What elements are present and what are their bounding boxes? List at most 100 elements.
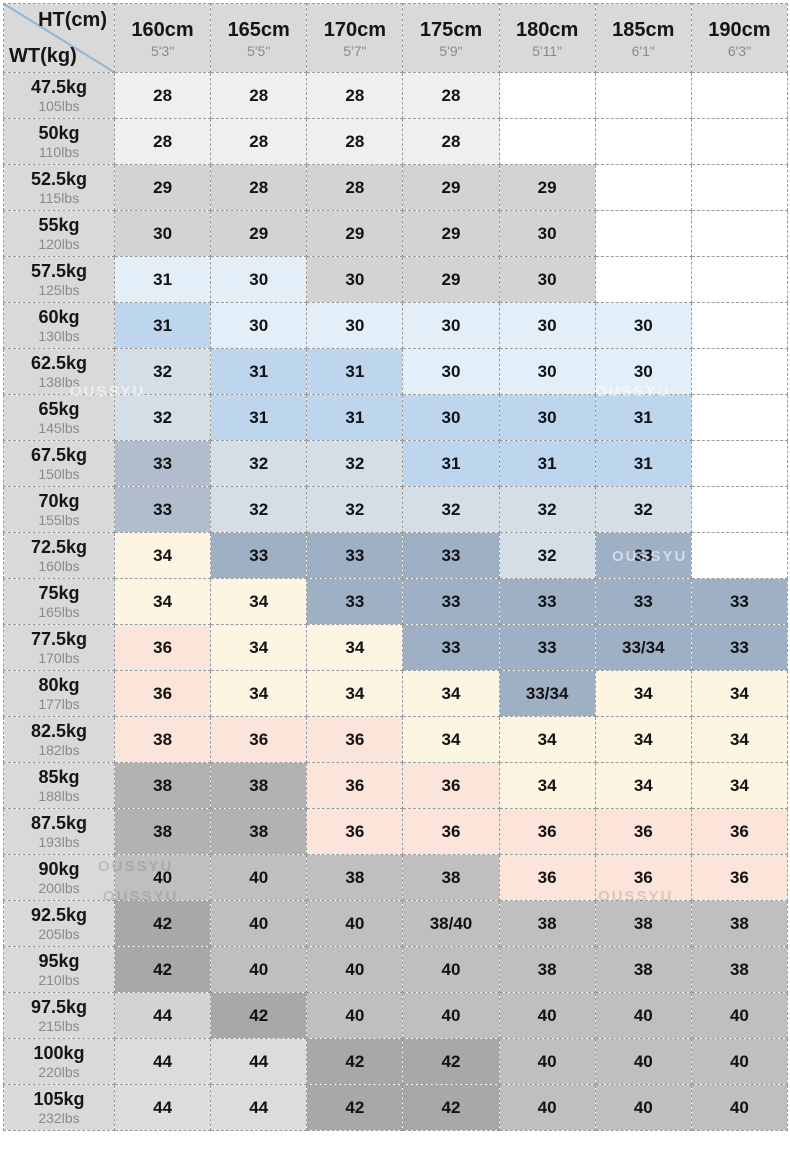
size-cell: 38 [498, 946, 596, 993]
size-cell: 32 [113, 394, 212, 441]
weight-lbs-label: 193lbs [38, 833, 80, 850]
size-cell: 33 [113, 486, 212, 533]
size-cell: 38 [113, 716, 212, 763]
size-cell: 40 [306, 992, 404, 1039]
weight-kg-label: 82.5kg [30, 720, 88, 741]
size-cell: 36 [402, 808, 500, 855]
height-cm-label: 185cm [612, 19, 675, 41]
weight-kg-label: 70kg [38, 490, 80, 511]
corner-cell: HT(cm) WT(kg) [3, 3, 115, 73]
weight-lbs-label: 138lbs [38, 373, 80, 390]
size-cell: 34 [113, 532, 212, 579]
height-ftin-label: 6'1" [631, 43, 655, 59]
size-cell: 44 [113, 1038, 212, 1085]
size-cell: 30 [210, 256, 308, 303]
row-header-52.5kg: 52.5kg 115lbs [3, 164, 115, 211]
weight-lbs-label: 105lbs [38, 97, 80, 114]
table-row: 90kg 200lbs 40 40 38 38 36 36 36 [3, 854, 789, 901]
size-cell: 31 [113, 302, 212, 349]
size-cell: 40 [690, 1038, 789, 1085]
empty-cell [690, 486, 789, 533]
size-cell: 36 [498, 808, 596, 855]
size-cell: 40 [306, 946, 404, 993]
size-cell: 38 [690, 900, 789, 947]
weight-kg-label: 100kg [33, 1042, 85, 1063]
size-cell: 40 [210, 854, 308, 901]
table-row: 70kg 155lbs 33 32 32 32 32 32 [3, 486, 789, 533]
size-cell: 28 [113, 118, 212, 165]
size-cell: 29 [210, 210, 308, 257]
row-header-65kg: 65kg 145lbs [3, 394, 115, 441]
size-cell: 40 [498, 1038, 596, 1085]
size-cell: 29 [402, 164, 500, 211]
size-cell: 42 [402, 1084, 500, 1131]
height-ftin-label: 5'11" [532, 43, 563, 59]
table-row: 105kg 232lbs 44 44 42 42 40 40 40 [3, 1084, 789, 1131]
weight-lbs-label: 177lbs [38, 695, 80, 712]
weight-kg-label: 105kg [33, 1088, 85, 1109]
weight-lbs-label: 110lbs [38, 143, 80, 160]
empty-cell [690, 440, 789, 487]
size-cell: 40 [594, 992, 692, 1039]
weight-lbs-label: 188lbs [38, 787, 80, 804]
size-cell: 28 [402, 72, 500, 119]
size-cell: 42 [402, 1038, 500, 1085]
height-cm-label: 180cm [515, 19, 579, 41]
size-cell: 28 [306, 118, 404, 165]
size-cell: 36 [594, 854, 692, 901]
size-cell: 34 [594, 716, 692, 763]
size-cell: 31 [594, 394, 692, 441]
weight-lbs-label: 205lbs [38, 925, 80, 942]
size-cell: 29 [402, 210, 500, 257]
weight-kg-label: 47.5kg [30, 76, 88, 97]
size-cell: 33 [690, 578, 789, 625]
table-row: 57.5kg 125lbs 31 30 30 29 30 [3, 256, 789, 303]
size-cell: 31 [210, 394, 308, 441]
weight-kg-label: 75kg [38, 582, 80, 603]
size-cell: 30 [306, 256, 404, 303]
size-cell: 34 [498, 762, 596, 809]
size-cell: 36 [306, 808, 404, 855]
size-cell: 28 [306, 164, 404, 211]
table-row: 50kg 110lbs 28 28 28 28 [3, 118, 789, 165]
weight-lbs-label: 150lbs [38, 465, 80, 482]
weight-lbs-label: 115lbs [38, 189, 80, 206]
size-cell: 31 [594, 440, 692, 487]
size-cell: 33 [210, 532, 308, 579]
row-header-60kg: 60kg 130lbs [3, 302, 115, 349]
size-cell: 29 [113, 164, 212, 211]
size-cell: 40 [210, 946, 308, 993]
size-cell: 42 [306, 1038, 404, 1085]
size-cell: 34 [113, 578, 212, 625]
size-cell: 34 [594, 762, 692, 809]
size-cell: 36 [306, 762, 404, 809]
size-cell: 28 [210, 72, 308, 119]
size-cell: 38 [594, 900, 692, 947]
empty-cell [594, 164, 692, 211]
size-cell: 33 [306, 578, 404, 625]
weight-kg-label: 60kg [38, 306, 80, 327]
table-row: 92.5kg 205lbs 42 40 40 38/40 38 38 38 [3, 900, 789, 947]
col-header-190cm: 190cm 6'3" [690, 3, 789, 73]
size-cell: 38 [498, 900, 596, 947]
weight-lbs-label: 232lbs [38, 1109, 80, 1126]
table-row: 85kg 188lbs 38 38 36 36 34 34 34 [3, 762, 789, 809]
size-cell: 33 [498, 624, 596, 671]
size-cell: 34 [402, 670, 500, 717]
size-cell: 44 [113, 1084, 212, 1131]
table-row: 65kg 145lbs 32 31 31 30 30 31 [3, 394, 789, 441]
size-cell: 32 [113, 348, 212, 395]
size-cell: 38 [690, 946, 789, 993]
size-cell: 30 [498, 302, 596, 349]
size-cell: 38 [210, 762, 308, 809]
size-cell: 30 [113, 210, 212, 257]
size-cell: 36 [306, 716, 404, 763]
size-cell: 40 [402, 946, 500, 993]
table-row: 95kg 210lbs 42 40 40 40 38 38 38 [3, 946, 789, 993]
height-cm-label: 160cm [131, 19, 194, 41]
table-row: 67.5kg 150lbs 33 32 32 31 31 31 [3, 440, 789, 487]
row-header-70kg: 70kg 155lbs [3, 486, 115, 533]
size-cell: 28 [210, 164, 308, 211]
size-cell: 34 [402, 716, 500, 763]
size-cell: 30 [594, 302, 692, 349]
